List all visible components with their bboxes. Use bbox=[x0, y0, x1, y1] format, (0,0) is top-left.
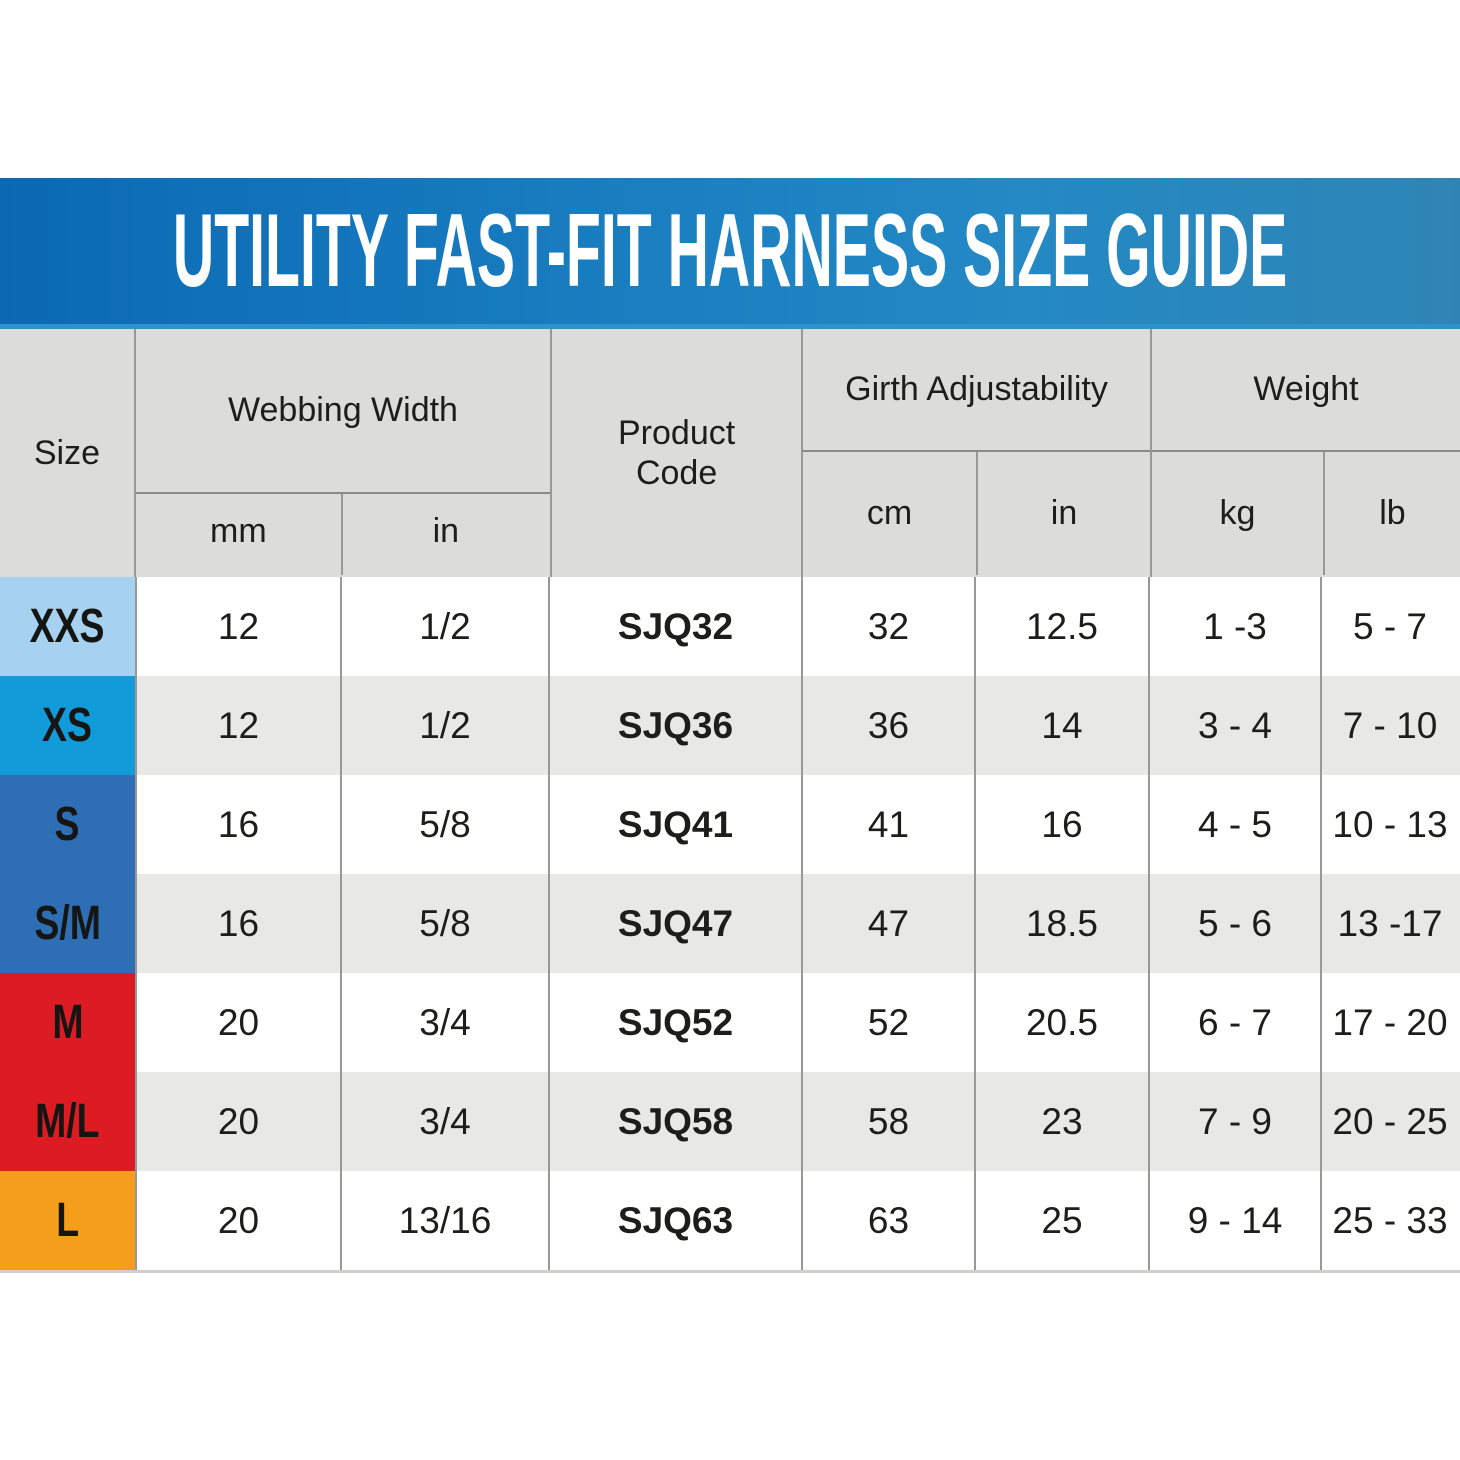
webbing-mm-cell: 12 bbox=[135, 577, 340, 676]
webbing-mm-cell: 12 bbox=[135, 676, 340, 775]
size-cell: XXS bbox=[0, 577, 135, 676]
table-body: XXS 12 1/2 SJQ32 32 12.5 1 -3 5 - 7 XS 1… bbox=[0, 577, 1460, 1273]
weight-kg-cell: 5 - 6 bbox=[1148, 874, 1320, 973]
table-row: L 20 13/16 SJQ63 63 25 9 - 14 25 - 33 bbox=[0, 1171, 1460, 1270]
webbing-in-cell: 5/8 bbox=[340, 775, 548, 874]
weight-kg-cell: 1 -3 bbox=[1148, 577, 1320, 676]
header-webbing-mm: mm bbox=[210, 512, 267, 550]
weight-lb-cell: 17 - 20 bbox=[1320, 973, 1458, 1072]
table-row: XXS 12 1/2 SJQ32 32 12.5 1 -3 5 - 7 bbox=[0, 577, 1460, 676]
product-code-cell: SJQ52 bbox=[548, 973, 801, 1072]
size-label: M bbox=[51, 996, 84, 1049]
header-webbing-in: in bbox=[340, 494, 549, 575]
girth-in-cell: 23 bbox=[974, 1072, 1148, 1171]
webbing-in-cell: 3/4 bbox=[340, 973, 548, 1072]
size-cell: S bbox=[0, 775, 135, 874]
header-weight-subrow: kg lb bbox=[1152, 450, 1460, 575]
banner: UTILITY FAST-FIT HARNESS SIZE GUIDE bbox=[0, 178, 1460, 329]
girth-cm-cell: 47 bbox=[801, 874, 974, 973]
girth-cm-cell: 36 bbox=[801, 676, 974, 775]
weight-lb-cell: 20 - 25 bbox=[1320, 1072, 1458, 1171]
header-girth-in: in bbox=[976, 452, 1150, 575]
header-girth-cm: cm bbox=[866, 494, 913, 532]
size-cell: M/L bbox=[0, 1072, 135, 1171]
girth-cm-cell: 32 bbox=[801, 577, 974, 676]
size-cell: XS bbox=[0, 676, 135, 775]
girth-cm-cell: 41 bbox=[801, 775, 974, 874]
size-label: XS bbox=[42, 699, 93, 752]
table-row: M/L 20 3/4 SJQ58 58 23 7 - 9 20 - 25 bbox=[0, 1072, 1460, 1171]
girth-in-cell: 16 bbox=[974, 775, 1148, 874]
header-size-label: Size bbox=[33, 433, 100, 472]
girth-in-cell: 20.5 bbox=[974, 973, 1148, 1072]
webbing-in-cell: 5/8 bbox=[340, 874, 548, 973]
product-code-cell: SJQ58 bbox=[548, 1072, 801, 1171]
header-girth-label: Girth Adjustability bbox=[845, 370, 1108, 408]
header-product-line2: Code bbox=[635, 454, 718, 492]
product-code-cell: SJQ41 bbox=[548, 775, 801, 874]
product-code-cell: SJQ36 bbox=[548, 676, 801, 775]
size-label: L bbox=[56, 1194, 79, 1247]
size-label: M/L bbox=[35, 1095, 100, 1148]
webbing-in-cell: 3/4 bbox=[340, 1072, 548, 1171]
table-row: S/M 16 5/8 SJQ47 47 18.5 5 - 6 13 -17 bbox=[0, 874, 1460, 973]
girth-cm-cell: 52 bbox=[801, 973, 974, 1072]
table-header: Size Webbing Width mm in Product Code Gi… bbox=[0, 329, 1460, 577]
webbing-in-cell: 1/2 bbox=[340, 676, 548, 775]
webbing-mm-cell: 20 bbox=[135, 1171, 340, 1270]
header-product-line1: Product bbox=[618, 413, 736, 452]
weight-kg-cell: 7 - 9 bbox=[1148, 1072, 1320, 1171]
girth-in-cell: 18.5 bbox=[974, 874, 1148, 973]
weight-kg-cell: 4 - 5 bbox=[1148, 775, 1320, 874]
header-webbing-subrow: mm in bbox=[135, 492, 551, 575]
size-cell: S/M bbox=[0, 874, 135, 973]
webbing-mm-cell: 20 bbox=[135, 973, 340, 1072]
weight-kg-cell: 3 - 4 bbox=[1148, 676, 1320, 775]
header-weight-group: Weight kg lb bbox=[1150, 329, 1460, 577]
webbing-mm-cell: 20 bbox=[135, 1072, 340, 1171]
weight-kg-cell: 6 - 7 bbox=[1148, 973, 1320, 1072]
header-size-cell: Size bbox=[0, 329, 134, 577]
product-code-cell: SJQ47 bbox=[548, 874, 801, 973]
webbing-in-cell: 13/16 bbox=[340, 1171, 548, 1270]
size-table: Size Webbing Width mm in Product Code Gi… bbox=[0, 329, 1460, 1273]
girth-in-cell: 12.5 bbox=[974, 577, 1148, 676]
weight-kg-cell: 9 - 14 bbox=[1148, 1171, 1320, 1270]
weight-lb-cell: 7 - 10 bbox=[1320, 676, 1458, 775]
header-webbing-group: Webbing Width mm in bbox=[133, 329, 551, 577]
size-label: S bbox=[55, 798, 80, 851]
header-girth-subrow: cm in bbox=[803, 450, 1150, 575]
size-label: XXS bbox=[30, 600, 105, 653]
weight-lb-cell: 13 -17 bbox=[1320, 874, 1458, 973]
webbing-mm-cell: 16 bbox=[135, 874, 340, 973]
table-row: M 20 3/4 SJQ52 52 20.5 6 - 7 17 - 20 bbox=[0, 973, 1460, 1072]
header-girth-group: Girth Adjustability cm in bbox=[801, 329, 1150, 577]
header-weight-label: Weight bbox=[1253, 370, 1359, 408]
size-cell: L bbox=[0, 1171, 135, 1270]
product-code-cell: SJQ63 bbox=[548, 1171, 801, 1270]
weight-lb-cell: 10 - 13 bbox=[1320, 775, 1458, 874]
girth-in-cell: 14 bbox=[974, 676, 1148, 775]
header-weight-lb: lb bbox=[1322, 452, 1460, 575]
weight-lb-cell: 25 - 33 bbox=[1320, 1171, 1458, 1270]
size-label: S/M bbox=[34, 897, 101, 950]
header-webbing-label: Webbing Width bbox=[228, 391, 458, 429]
webbing-mm-cell: 16 bbox=[135, 775, 340, 874]
table-row: XS 12 1/2 SJQ36 36 14 3 - 4 7 - 10 bbox=[0, 676, 1460, 775]
banner-title: UTILITY FAST-FIT HARNESS SIZE GUIDE bbox=[172, 192, 1288, 309]
girth-in-cell: 25 bbox=[974, 1171, 1148, 1270]
girth-cm-cell: 58 bbox=[801, 1072, 974, 1171]
table-row: S 16 5/8 SJQ41 41 16 4 - 5 10 - 13 bbox=[0, 775, 1460, 874]
header-weight-kg: kg bbox=[1219, 494, 1256, 532]
weight-lb-cell: 5 - 7 bbox=[1320, 577, 1458, 676]
header-product-code-cell: Product Code bbox=[550, 329, 801, 577]
size-cell: M bbox=[0, 973, 135, 1072]
girth-cm-cell: 63 bbox=[801, 1171, 974, 1270]
webbing-in-cell: 1/2 bbox=[340, 577, 548, 676]
product-code-cell: SJQ32 bbox=[548, 577, 801, 676]
